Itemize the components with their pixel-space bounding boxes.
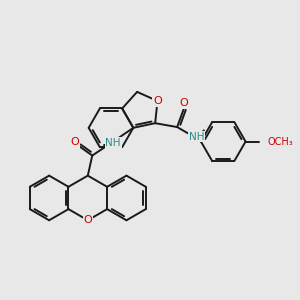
Text: OCH₃: OCH₃ [267, 136, 293, 147]
Text: O: O [153, 96, 162, 106]
Text: O: O [83, 215, 92, 225]
Text: NH: NH [105, 138, 121, 148]
Text: O: O [180, 98, 188, 108]
Text: NH: NH [189, 132, 204, 142]
Text: O: O [70, 137, 79, 147]
